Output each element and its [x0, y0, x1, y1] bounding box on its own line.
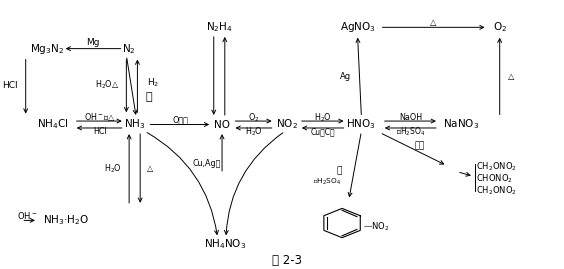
Text: 甘油: 甘油 — [415, 141, 425, 150]
Text: Cu,Ag稀: Cu,Ag稀 — [192, 159, 221, 168]
Text: H$_2$: H$_2$ — [147, 77, 159, 90]
Text: △: △ — [430, 18, 437, 27]
Text: NaNO$_3$: NaNO$_3$ — [443, 118, 479, 132]
Text: NaOH: NaOH — [399, 113, 422, 122]
Text: △: △ — [147, 164, 153, 173]
Text: HCl: HCl — [2, 82, 18, 90]
Text: N$_2$H$_4$: N$_2$H$_4$ — [206, 20, 233, 34]
Text: AgNO$_3$: AgNO$_3$ — [340, 20, 376, 34]
Text: OH$^-$: OH$^-$ — [17, 210, 37, 221]
Text: 浓H$_2$SO$_4$: 浓H$_2$SO$_4$ — [396, 125, 425, 138]
Text: NH$_4$Cl: NH$_4$Cl — [37, 118, 68, 132]
Text: CH$_2$ONO$_2$: CH$_2$ONO$_2$ — [477, 161, 517, 174]
Text: Mg: Mg — [86, 38, 100, 47]
Text: NH$_3$·H$_2$O: NH$_3$·H$_2$O — [42, 214, 89, 227]
Text: NO: NO — [214, 119, 230, 129]
Text: △: △ — [508, 72, 514, 80]
Text: Ag: Ag — [340, 72, 351, 80]
Text: Cu，C浓: Cu，C浓 — [310, 127, 335, 136]
Text: HNO$_3$: HNO$_3$ — [346, 118, 376, 132]
Text: 苯: 苯 — [337, 167, 342, 176]
Text: H$_2$O: H$_2$O — [314, 111, 332, 123]
Text: Mg$_3$N$_2$: Mg$_3$N$_2$ — [29, 42, 64, 56]
Text: NH$_4$NO$_3$: NH$_4$NO$_3$ — [204, 238, 246, 251]
Text: OH$^-$，△: OH$^-$，△ — [84, 111, 116, 123]
Text: H$_2$O△: H$_2$O△ — [95, 78, 119, 91]
Text: O$_2$: O$_2$ — [492, 20, 507, 34]
Text: CHONO$_2$: CHONO$_2$ — [477, 173, 513, 185]
Text: N$_2$: N$_2$ — [122, 42, 136, 55]
Text: H$_2$O: H$_2$O — [245, 125, 262, 138]
Text: CH$_2$ONO$_2$: CH$_2$ONO$_2$ — [477, 185, 517, 197]
Text: NO$_2$: NO$_2$ — [276, 118, 298, 132]
Text: HCl: HCl — [93, 127, 107, 136]
Text: 催: 催 — [146, 91, 152, 102]
Text: 图 2-3: 图 2-3 — [272, 254, 302, 267]
Text: O$_2$: O$_2$ — [248, 111, 259, 123]
Text: O，催: O，催 — [172, 115, 188, 124]
Text: H$_2$O: H$_2$O — [104, 162, 122, 175]
Text: NH$_3$: NH$_3$ — [124, 118, 146, 132]
Text: —NO$_2$: —NO$_2$ — [363, 220, 390, 233]
Text: 浓H$_2$SO$_4$: 浓H$_2$SO$_4$ — [312, 177, 341, 187]
